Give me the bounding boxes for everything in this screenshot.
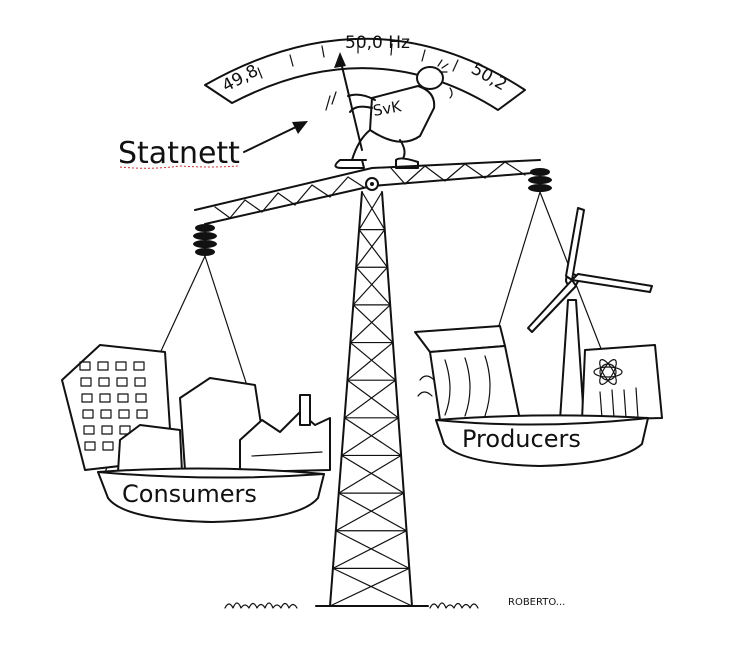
left-insulator-icon [193, 224, 217, 256]
building-window [84, 441, 96, 451]
building-window [99, 393, 111, 403]
needle-tip-icon [334, 52, 346, 68]
left-pan-label: Consumers [122, 480, 257, 508]
tower-brace [352, 304, 394, 344]
tower-brace [355, 266, 391, 306]
tower-brace [338, 492, 408, 532]
building-window [135, 393, 147, 403]
tower-brace [352, 266, 389, 306]
wind-turbine-icon [527, 207, 653, 421]
operator-badge: SvK [372, 97, 404, 120]
tower-brace [332, 567, 413, 607]
buildings-icon [61, 344, 269, 473]
building-window [80, 377, 92, 387]
pointer-arrow-icon [243, 121, 308, 153]
tower-brace [346, 341, 394, 381]
building-window [98, 377, 110, 387]
building-window [117, 393, 129, 403]
tower-brace [335, 492, 405, 532]
tower-brace [358, 191, 383, 231]
tower-brace [343, 417, 402, 457]
dam-icon [414, 325, 521, 421]
tower-brace [349, 304, 391, 344]
left-pan: Consumers [61, 344, 331, 523]
right-pan-label: Producers [462, 425, 581, 453]
tower-brace [355, 229, 386, 268]
gauge-needle [339, 57, 363, 151]
tower-brace [332, 530, 408, 569]
building-window [83, 425, 95, 435]
building-window [81, 393, 93, 403]
factory-icon [239, 394, 331, 473]
balance-beam [194, 159, 546, 225]
tower-brace [335, 530, 410, 569]
tower-brace [343, 379, 397, 419]
tower-brace [346, 379, 399, 419]
operator-label: Statnett [118, 136, 240, 171]
building-window [118, 409, 130, 419]
building-window [100, 409, 112, 419]
building-window [101, 425, 113, 435]
gauge-ticks [257, 41, 459, 79]
building-window [119, 425, 131, 435]
building-window [133, 361, 145, 371]
building-window [136, 409, 148, 419]
tower-brace [358, 229, 389, 268]
tower-brace [329, 567, 410, 607]
frequency-gauge: 49,8 50,0 Hz 50,2 [204, 33, 526, 151]
building-window [79, 361, 91, 371]
building-window [115, 361, 127, 371]
right-insulator-icon [528, 168, 552, 192]
gauge-center-mark: 50,0 Hz [345, 33, 410, 53]
artist-signature: ROBERTO... [508, 597, 565, 608]
person-icon: SvK [325, 59, 453, 169]
ground-grass [224, 602, 479, 609]
building-window [134, 377, 146, 387]
spellcheck-underline [119, 165, 239, 169]
right-pan: Producers [414, 207, 663, 467]
tower-icon [315, 191, 429, 607]
tower-brace [338, 454, 402, 494]
nuclear-icon [581, 344, 663, 421]
building-window [97, 361, 109, 371]
building-window [102, 441, 114, 451]
tower-brace [361, 191, 386, 231]
tower-brace [341, 454, 405, 494]
building-window [116, 377, 128, 387]
building-window [82, 409, 94, 419]
tower-brace [349, 341, 397, 381]
tower-brace [341, 417, 399, 457]
